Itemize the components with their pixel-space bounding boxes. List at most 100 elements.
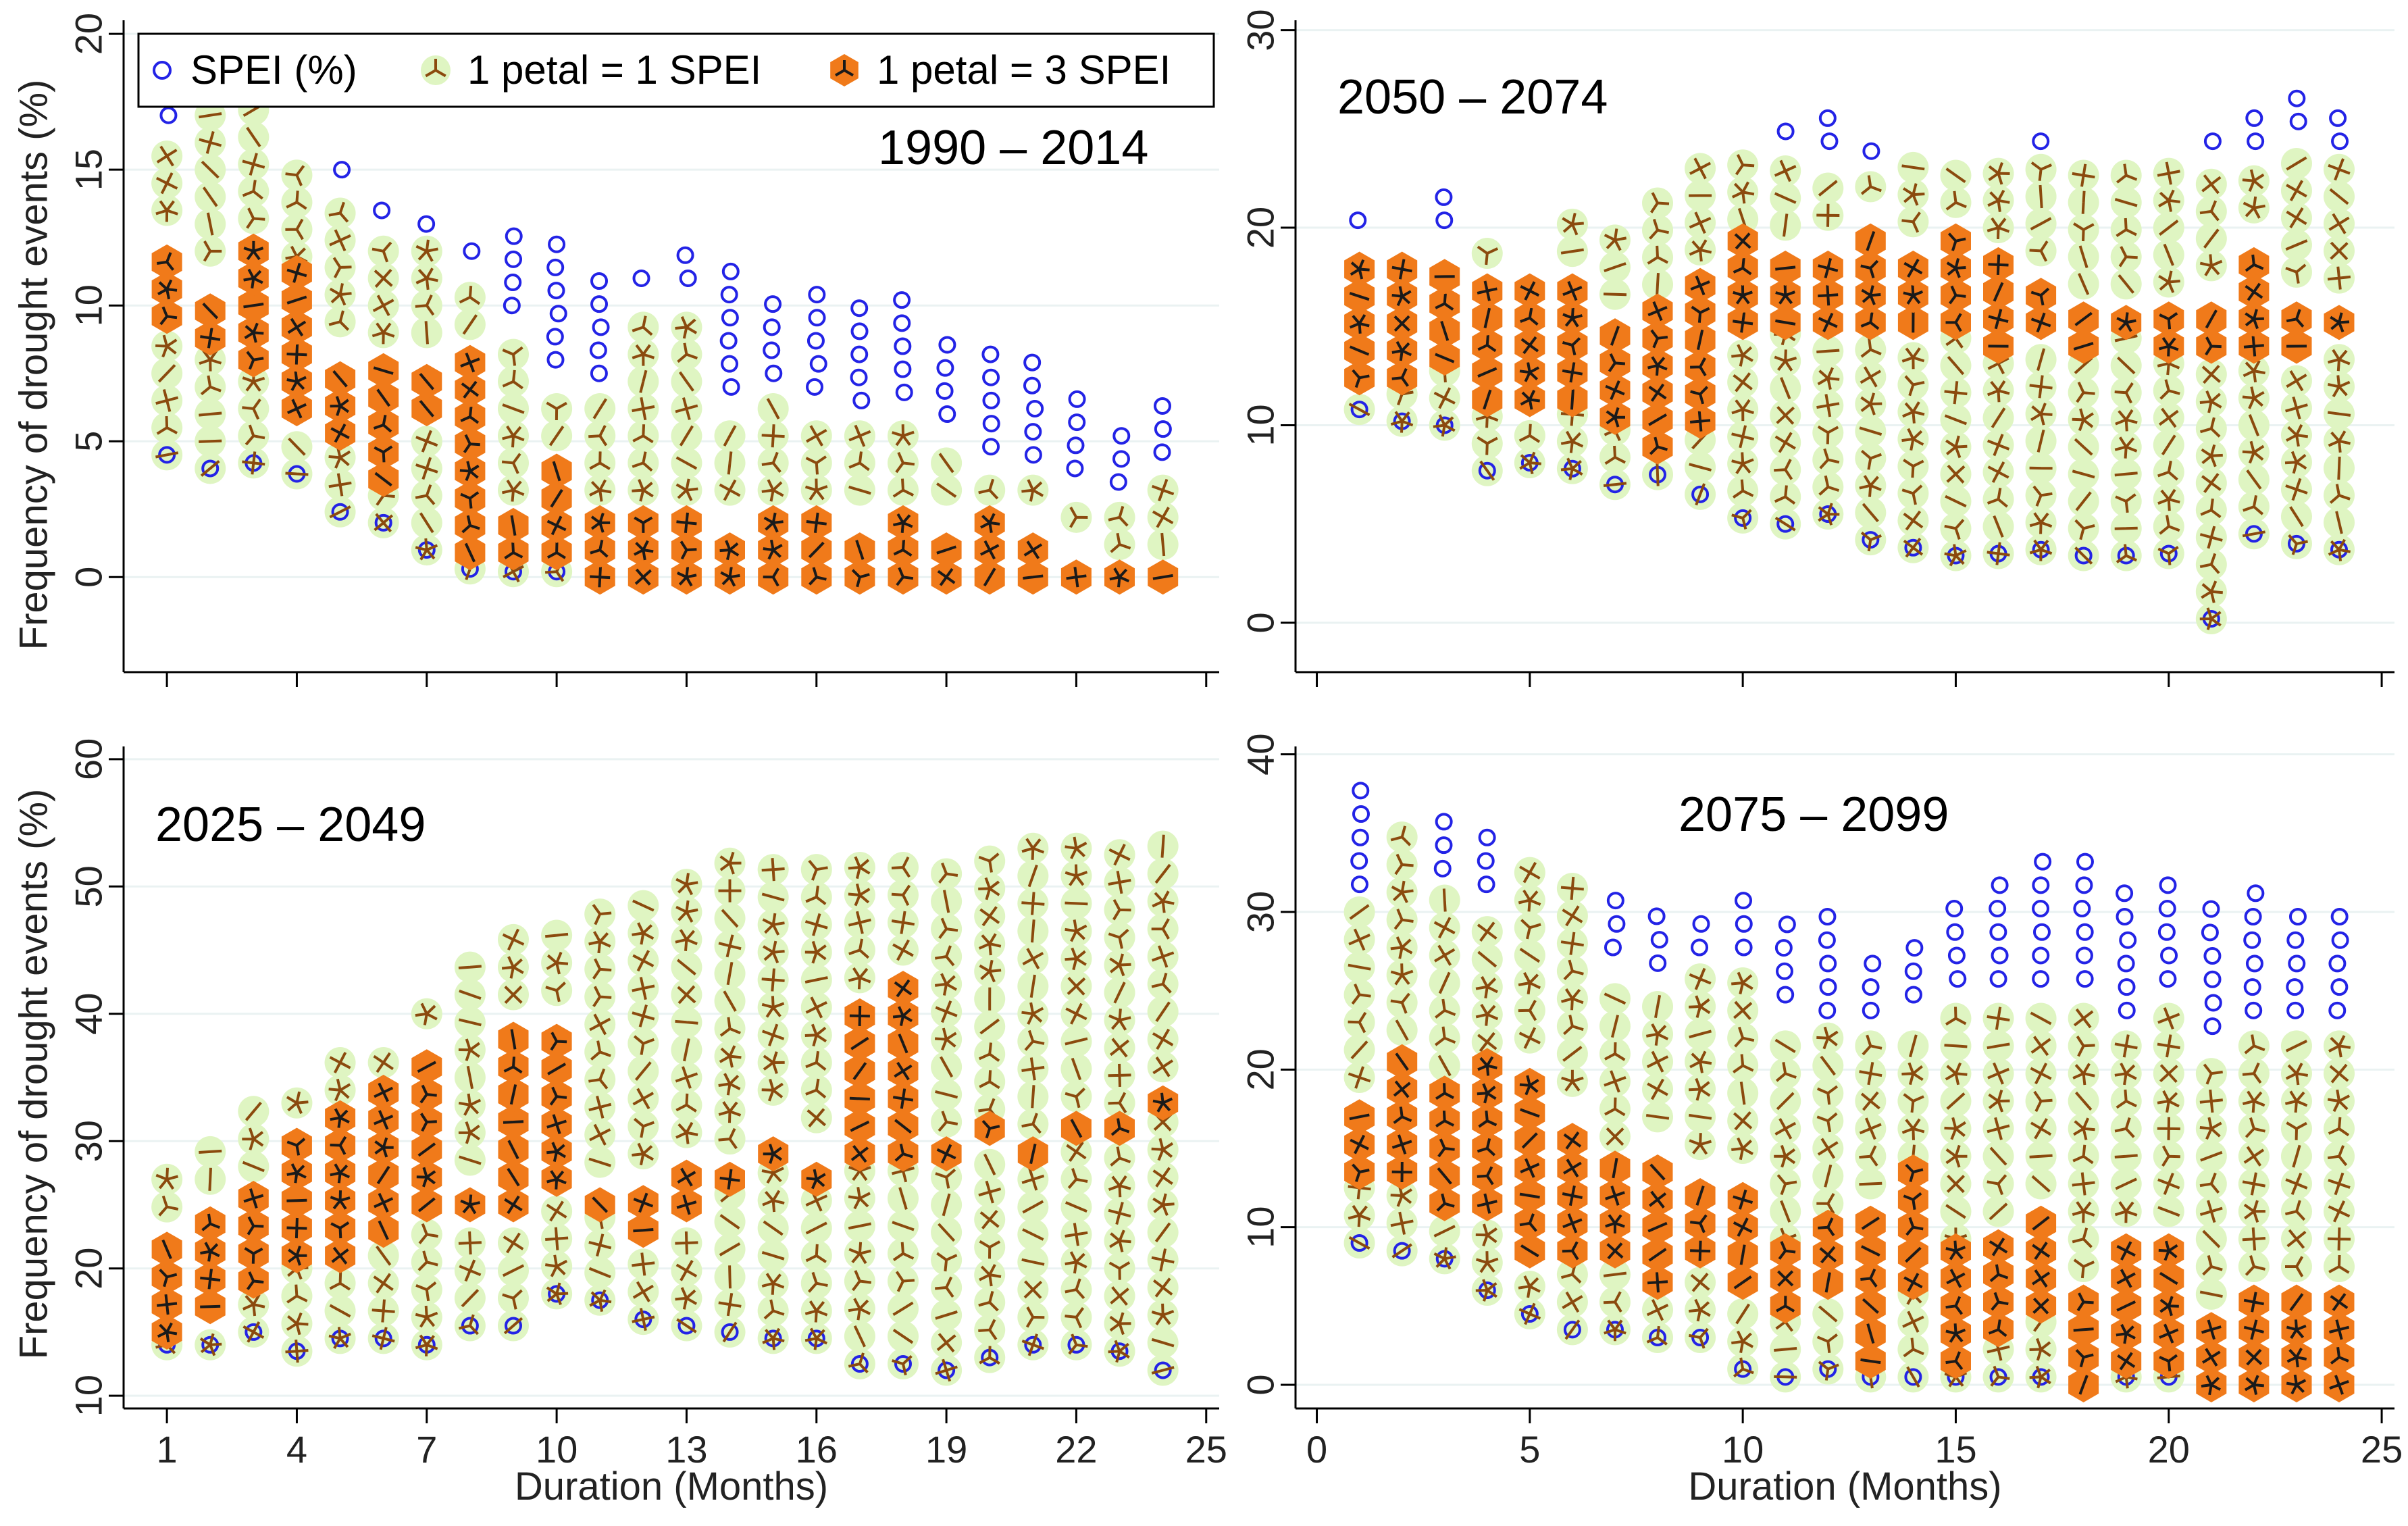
- petal-star-1: [1689, 1133, 1712, 1155]
- petal-star-1: [1475, 1223, 1497, 1247]
- petal-star-3: [1903, 259, 1923, 278]
- petal-star-1: [1390, 1184, 1412, 1207]
- petal-star-1: [675, 1093, 697, 1113]
- petal-star-3: [1391, 259, 1412, 280]
- petal-star-1: [2072, 408, 2094, 432]
- period-label: 2025 – 2049: [155, 798, 426, 852]
- petal-star-3: [1650, 329, 1668, 349]
- spei-point: [1776, 986, 1795, 1004]
- petal-star-3: [2243, 336, 2264, 357]
- spei-point: [1991, 876, 2009, 894]
- petal-star-1: [1560, 430, 1584, 453]
- petal-star-1: [1731, 1137, 1753, 1161]
- petal-star-1: [424, 321, 429, 345]
- petal-star-3: [1733, 1189, 1753, 1210]
- spei-point: [2245, 1001, 2263, 1019]
- panel-4: 0 10 20 30 40 0 5 10 15 20 25 Duration (Months) 2075…: [1239, 734, 2403, 1508]
- petal-star-1: [1988, 161, 2010, 185]
- petal-star-1: [155, 200, 178, 222]
- petal-star-1: [1560, 403, 1585, 426]
- petal-star-1: [1109, 1312, 1131, 1336]
- spei-point: [721, 309, 739, 327]
- petal-star-1: [718, 1101, 742, 1123]
- petal-star-1: [1774, 1118, 1797, 1140]
- petal-star-3: [330, 424, 350, 443]
- spei-point: [2245, 955, 2263, 973]
- y-tick-label: 30: [1239, 891, 1282, 933]
- petal-star-1: [1603, 1271, 1627, 1277]
- petal-star-3: [374, 472, 392, 487]
- petal-star-1: [502, 370, 523, 390]
- petal-star-1: [1390, 411, 1414, 433]
- petal-star-3: [1477, 367, 1497, 378]
- x-tick-label: 0: [1306, 1428, 1327, 1471]
- petal-star-3: [286, 399, 307, 419]
- petal-star-1: [1065, 864, 1088, 886]
- markers: [151, 830, 1179, 1386]
- petal-star-1: [1108, 1063, 1131, 1087]
- petal-star-1: [2157, 460, 2178, 481]
- petal-star-1: [1816, 1192, 1835, 1215]
- petal-star-3: [461, 515, 480, 534]
- petal-star-1: [632, 1088, 655, 1110]
- petal-star-3: [419, 400, 434, 417]
- petal-star-1: [2117, 356, 2136, 375]
- spei-point: [2287, 534, 2305, 553]
- petal-star-1: [2157, 488, 2180, 511]
- petal-star-1: [1901, 211, 1922, 233]
- x-tick-label: 22: [1055, 1428, 1097, 1471]
- petal-star-1: [1151, 1338, 1175, 1348]
- petal-star-1: [1689, 1029, 1712, 1039]
- petal-star-1: [1603, 293, 1627, 297]
- petal-star-3: [1991, 1292, 2009, 1311]
- petal-star-1: [1065, 1037, 1088, 1046]
- petal-star-1: [892, 1329, 914, 1344]
- petal-star-1: [726, 961, 734, 986]
- petal-star-1: [592, 904, 612, 925]
- petal-star-1: [1475, 1003, 1499, 1026]
- petal-star-1: [588, 425, 608, 447]
- petal-star-3: [1993, 282, 2004, 302]
- petal-star-3: [1520, 1108, 1540, 1118]
- petal-star-3: [286, 1217, 307, 1239]
- petal-star-3: [677, 1167, 696, 1187]
- petal-star-1: [1110, 1146, 1131, 1167]
- spei-point: [1068, 390, 1086, 408]
- petal-star-1: [1993, 515, 2004, 538]
- petal-star-3: [855, 540, 865, 560]
- petal-star-1: [328, 473, 352, 497]
- petal-star-1: [632, 922, 655, 945]
- spei-point: [2203, 947, 2222, 965]
- petal-star-1: [1774, 349, 1797, 372]
- petal-star-1: [942, 1193, 951, 1217]
- petal-star-1: [2073, 222, 2095, 242]
- petal-star-3: [200, 1269, 221, 1290]
- spei-point: [159, 106, 178, 124]
- petal-star-1: [892, 1159, 915, 1183]
- petal-star-3: [2159, 1323, 2179, 1344]
- petal-star-1: [2158, 407, 2179, 428]
- petal-star-1: [763, 1051, 785, 1074]
- petal-star-1: [1819, 448, 1840, 469]
- petal-star-1: [1068, 1333, 1088, 1355]
- petal-star-3: [1818, 1217, 1835, 1237]
- petal-star-1: [761, 858, 785, 882]
- petal-star-3: [979, 540, 1000, 560]
- petal-star-1: [2199, 1172, 2220, 1194]
- legend-box: [137, 32, 1215, 108]
- spei-point: [2328, 1001, 2347, 1019]
- petal-star-1: [1152, 478, 1175, 502]
- spei-point: [679, 269, 697, 287]
- spei-point: [806, 332, 825, 350]
- petal-star-3: [286, 1198, 307, 1202]
- petal-star-1: [1945, 1204, 1966, 1219]
- petal-star-1: [2243, 1200, 2265, 1223]
- petal-star-3: [419, 373, 434, 390]
- spei-point: [2117, 955, 2135, 973]
- spei-point: [982, 438, 1000, 456]
- petal-star-1: [848, 1222, 871, 1230]
- petal-star-1: [242, 1161, 265, 1173]
- petal-star-1: [1780, 1200, 1791, 1223]
- spei-point: [1904, 962, 1922, 980]
